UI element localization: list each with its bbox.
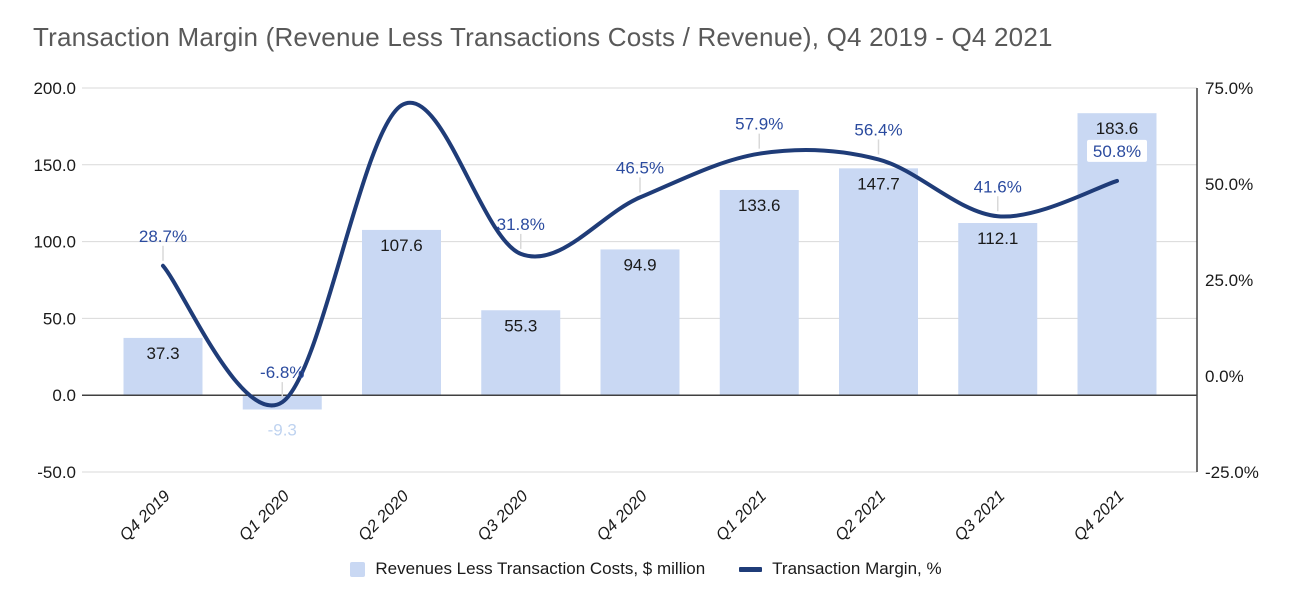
legend-item-revenues: Revenues Less Transaction Costs, $ milli… [350, 559, 705, 579]
legend-line-swatch-icon [739, 566, 763, 572]
y-axis-tick-left: 200.0 [33, 79, 76, 98]
bar-value-label: 183.6 [1096, 119, 1139, 138]
bar-value-label: 147.7 [857, 174, 900, 193]
bar-q2-2021 [839, 168, 918, 396]
y-axis-tick-left: 50.0 [43, 309, 76, 328]
margin-point-label: 56.4% [854, 120, 902, 139]
chart-title: Transaction Margin (Revenue Less Transac… [33, 22, 1053, 52]
y-axis-tick-left: 0.0 [52, 386, 76, 405]
bar-q3-2021 [958, 223, 1038, 396]
bar-value-label: 37.3 [146, 344, 179, 363]
bar-q2-2020 [362, 229, 441, 396]
x-axis-label: Q2 2021 [832, 487, 889, 544]
y-axis-tick-right: -25.0% [1205, 463, 1259, 482]
bar-q1-2021 [719, 189, 799, 396]
y-axis-tick-left: 150.0 [33, 156, 76, 175]
x-axis-label: Q4 2020 [593, 487, 651, 545]
x-axis-label: Q4 2019 [116, 487, 173, 544]
bar-value-label: 94.9 [623, 255, 656, 274]
margin-point-label: 46.5% [616, 158, 664, 177]
y-axis-tick-left: 100.0 [33, 233, 76, 252]
legend-label-margin: Transaction Margin, % [772, 559, 942, 578]
y-axis-tick-right: 75.0% [1205, 79, 1253, 98]
transaction-margin-line [161, 100, 1119, 408]
x-axis-label: Q1 2020 [236, 487, 294, 545]
chart-legend: Revenues Less Transaction Costs, $ milli… [0, 559, 1292, 579]
bar-value-label: 112.1 [977, 229, 1018, 248]
margin-point-label: -6.8% [260, 363, 304, 382]
bar-q4-2019 [123, 337, 203, 396]
y-axis-tick-right: 0.0% [1205, 367, 1244, 386]
margin-label-box [1087, 139, 1147, 162]
legend-bar-swatch-icon [350, 561, 366, 577]
x-axis-label: Q4 2021 [1070, 487, 1127, 544]
margin-point-label: 31.8% [497, 215, 545, 234]
bar-value-label: 55.3 [504, 316, 537, 335]
bar-q4-2020 [600, 249, 680, 396]
legend-label-revenues: Revenues Less Transaction Costs, $ milli… [375, 559, 706, 578]
margin-point-label: 57.9% [735, 115, 783, 134]
margin-point-label: 28.7% [139, 227, 187, 246]
bar-value-label: 107.6 [380, 236, 423, 255]
y-axis-tick-right: 50.0% [1205, 175, 1253, 194]
y-axis-tick-left: -50.0 [37, 463, 76, 482]
margin-point-label: 41.6% [974, 177, 1022, 196]
x-axis-label: Q3 2021 [951, 487, 1008, 544]
margin-point-label: 50.8% [1093, 142, 1141, 161]
y-axis-tick-right: 25.0% [1205, 271, 1253, 290]
legend-item-margin: Transaction Margin, % [739, 559, 942, 579]
bar-value-label: -9.3 [268, 420, 297, 439]
bar-value-label: 133.6 [738, 196, 781, 215]
x-axis-label: Q3 2020 [474, 487, 532, 545]
x-axis-label: Q1 2021 [713, 487, 770, 544]
bar-q3-2020 [481, 310, 561, 396]
x-axis-label: Q2 2020 [355, 487, 413, 545]
